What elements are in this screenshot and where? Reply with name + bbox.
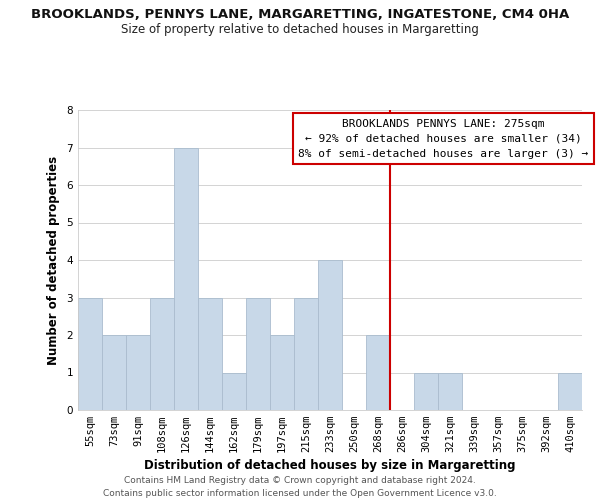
Bar [126, 335, 150, 410]
Bar [246, 298, 270, 410]
Bar [558, 372, 582, 410]
Y-axis label: Number of detached properties: Number of detached properties [47, 156, 59, 364]
Text: BROOKLANDS, PENNYS LANE, MARGARETTING, INGATESTONE, CM4 0HA: BROOKLANDS, PENNYS LANE, MARGARETTING, I… [31, 8, 569, 20]
Text: BROOKLANDS PENNYS LANE: 275sqm
← 92% of detached houses are smaller (34)
8% of s: BROOKLANDS PENNYS LANE: 275sqm ← 92% of … [298, 119, 589, 158]
Bar [294, 298, 318, 410]
Bar [318, 260, 342, 410]
Text: Size of property relative to detached houses in Margaretting: Size of property relative to detached ho… [121, 22, 479, 36]
Bar [78, 298, 102, 410]
Bar [150, 298, 174, 410]
Bar [270, 335, 294, 410]
Bar [414, 372, 438, 410]
Bar [366, 335, 390, 410]
Bar [438, 372, 462, 410]
Bar [174, 148, 198, 410]
Text: Contains HM Land Registry data © Crown copyright and database right 2024.
Contai: Contains HM Land Registry data © Crown c… [103, 476, 497, 498]
X-axis label: Distribution of detached houses by size in Margaretting: Distribution of detached houses by size … [144, 460, 516, 472]
Bar [222, 372, 246, 410]
Bar [102, 335, 126, 410]
Bar [198, 298, 222, 410]
